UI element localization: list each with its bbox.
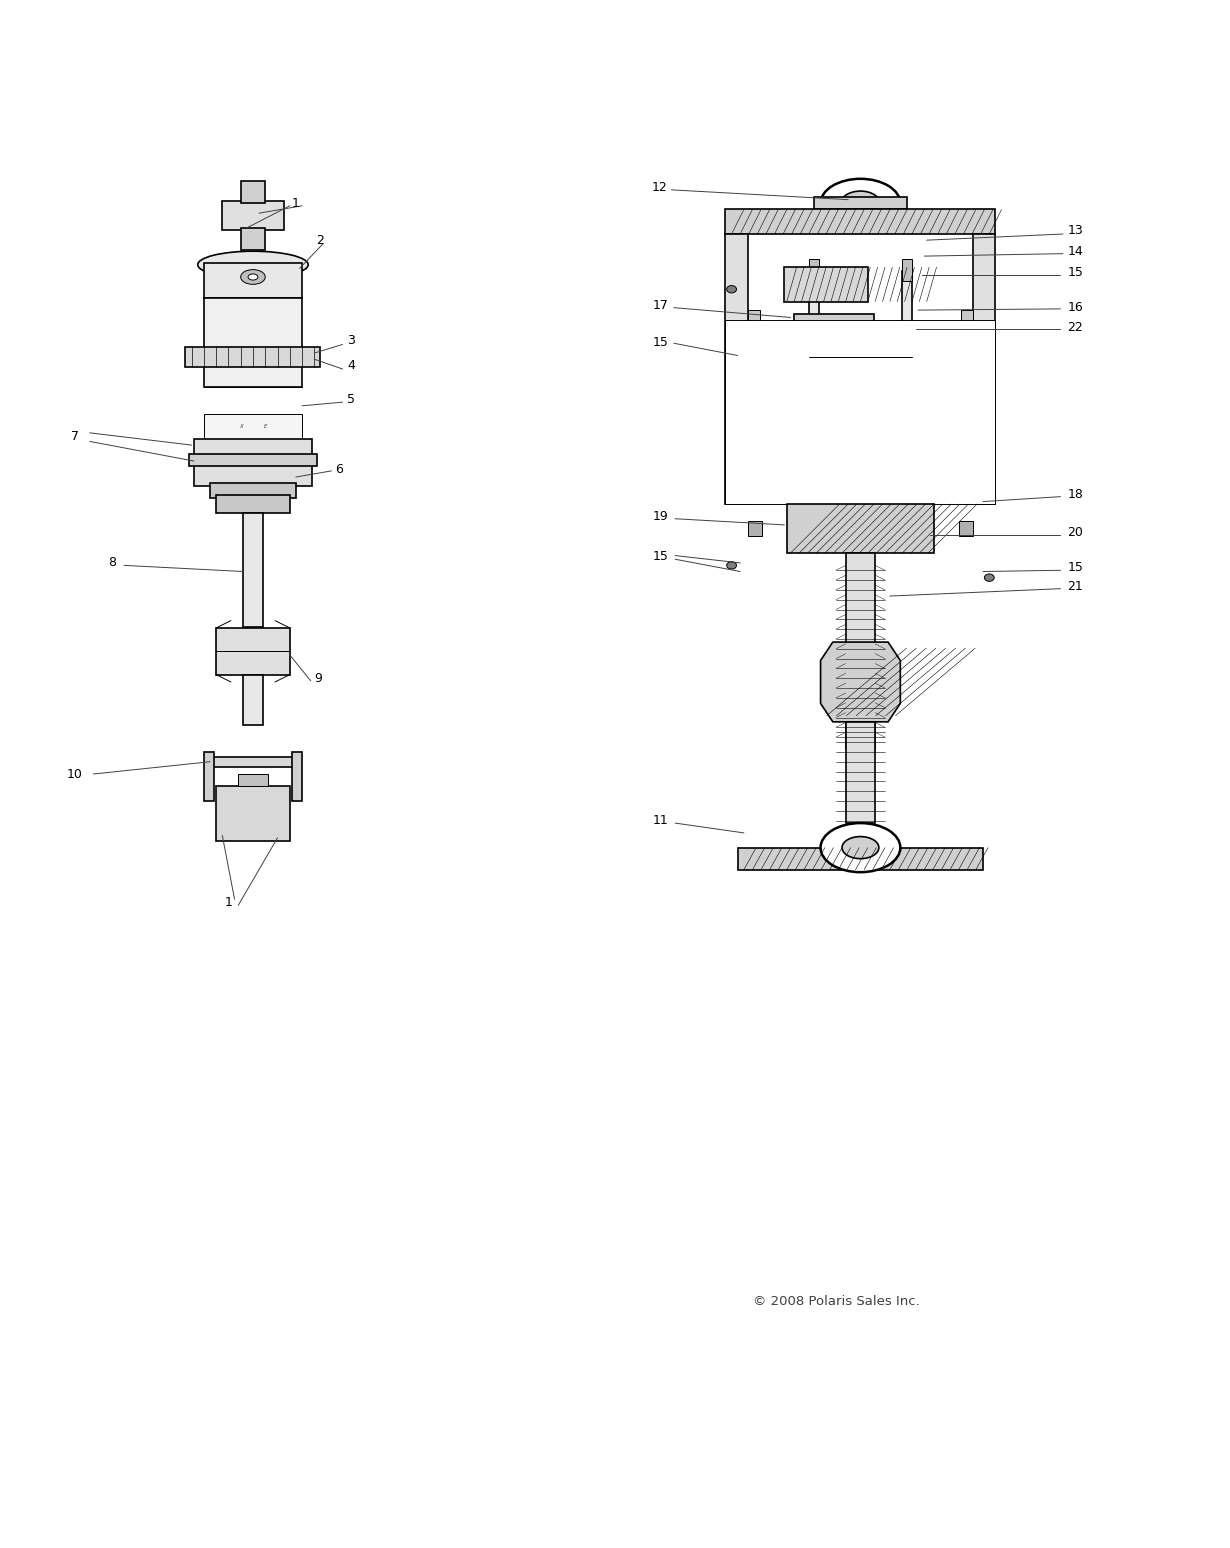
Bar <box>239 774 268 786</box>
Ellipse shape <box>841 190 881 215</box>
Ellipse shape <box>820 824 900 872</box>
Text: 20: 20 <box>1068 526 1084 539</box>
Ellipse shape <box>248 274 258 280</box>
Text: 11: 11 <box>653 814 668 827</box>
Bar <box>293 752 303 800</box>
Text: 12: 12 <box>652 181 667 194</box>
Text: 5: 5 <box>347 393 355 406</box>
Bar <box>216 495 290 512</box>
Ellipse shape <box>198 251 309 279</box>
Bar <box>241 181 266 203</box>
Bar <box>748 522 763 536</box>
Polygon shape <box>820 642 900 721</box>
Bar <box>241 228 266 249</box>
Bar <box>846 721 876 824</box>
Bar <box>204 297 303 387</box>
Text: 18: 18 <box>1068 488 1084 500</box>
Text: 15: 15 <box>652 336 668 348</box>
Bar <box>748 310 760 330</box>
Bar <box>189 454 317 466</box>
Text: 3: 3 <box>347 334 355 347</box>
Bar <box>787 505 934 553</box>
Text: X: X <box>239 424 242 429</box>
Text: 13: 13 <box>1068 224 1084 237</box>
Text: 1: 1 <box>225 896 232 909</box>
Bar <box>216 628 290 675</box>
Bar <box>814 197 907 209</box>
Text: 21: 21 <box>1068 580 1084 593</box>
Ellipse shape <box>820 180 900 228</box>
Bar <box>186 347 321 367</box>
Bar <box>738 848 983 870</box>
Bar <box>210 757 296 766</box>
Bar <box>785 268 868 302</box>
Text: 4: 4 <box>347 359 355 372</box>
Bar <box>204 263 303 297</box>
Text: 10: 10 <box>68 768 82 780</box>
Text: 15: 15 <box>1068 266 1084 279</box>
Bar <box>726 209 995 234</box>
Text: 14: 14 <box>1068 245 1084 257</box>
Text: 1: 1 <box>292 197 300 211</box>
Bar <box>958 522 973 536</box>
Ellipse shape <box>727 285 737 293</box>
Ellipse shape <box>727 562 737 570</box>
Bar <box>204 752 214 800</box>
Bar <box>216 786 290 842</box>
Ellipse shape <box>984 574 994 582</box>
Bar <box>223 201 284 231</box>
Text: 8: 8 <box>108 556 116 570</box>
Text: 6: 6 <box>335 463 343 477</box>
Bar <box>902 259 911 280</box>
Ellipse shape <box>843 836 879 859</box>
Bar <box>194 440 312 486</box>
Text: E: E <box>263 424 267 429</box>
Bar <box>809 259 819 280</box>
Bar <box>244 675 263 724</box>
Bar <box>809 271 819 505</box>
Bar <box>726 234 748 505</box>
Text: 15: 15 <box>652 550 668 563</box>
Text: 16: 16 <box>1068 302 1084 314</box>
Text: 7: 7 <box>71 430 79 443</box>
Text: 2: 2 <box>316 234 325 246</box>
Bar <box>726 320 995 505</box>
Bar <box>902 271 911 505</box>
Ellipse shape <box>241 269 266 285</box>
Bar <box>795 314 875 339</box>
Bar <box>244 512 263 627</box>
Bar <box>204 415 303 440</box>
Ellipse shape <box>727 353 737 361</box>
Text: © 2008 Polaris Sales Inc.: © 2008 Polaris Sales Inc. <box>753 1296 919 1308</box>
Text: 17: 17 <box>652 299 668 311</box>
Text: 19: 19 <box>653 509 668 523</box>
Bar <box>961 310 973 330</box>
Text: 22: 22 <box>1068 320 1084 334</box>
Bar <box>846 553 876 749</box>
Bar <box>210 483 296 498</box>
Text: 9: 9 <box>314 672 322 684</box>
Bar <box>973 234 995 505</box>
Text: 15: 15 <box>1068 562 1084 574</box>
